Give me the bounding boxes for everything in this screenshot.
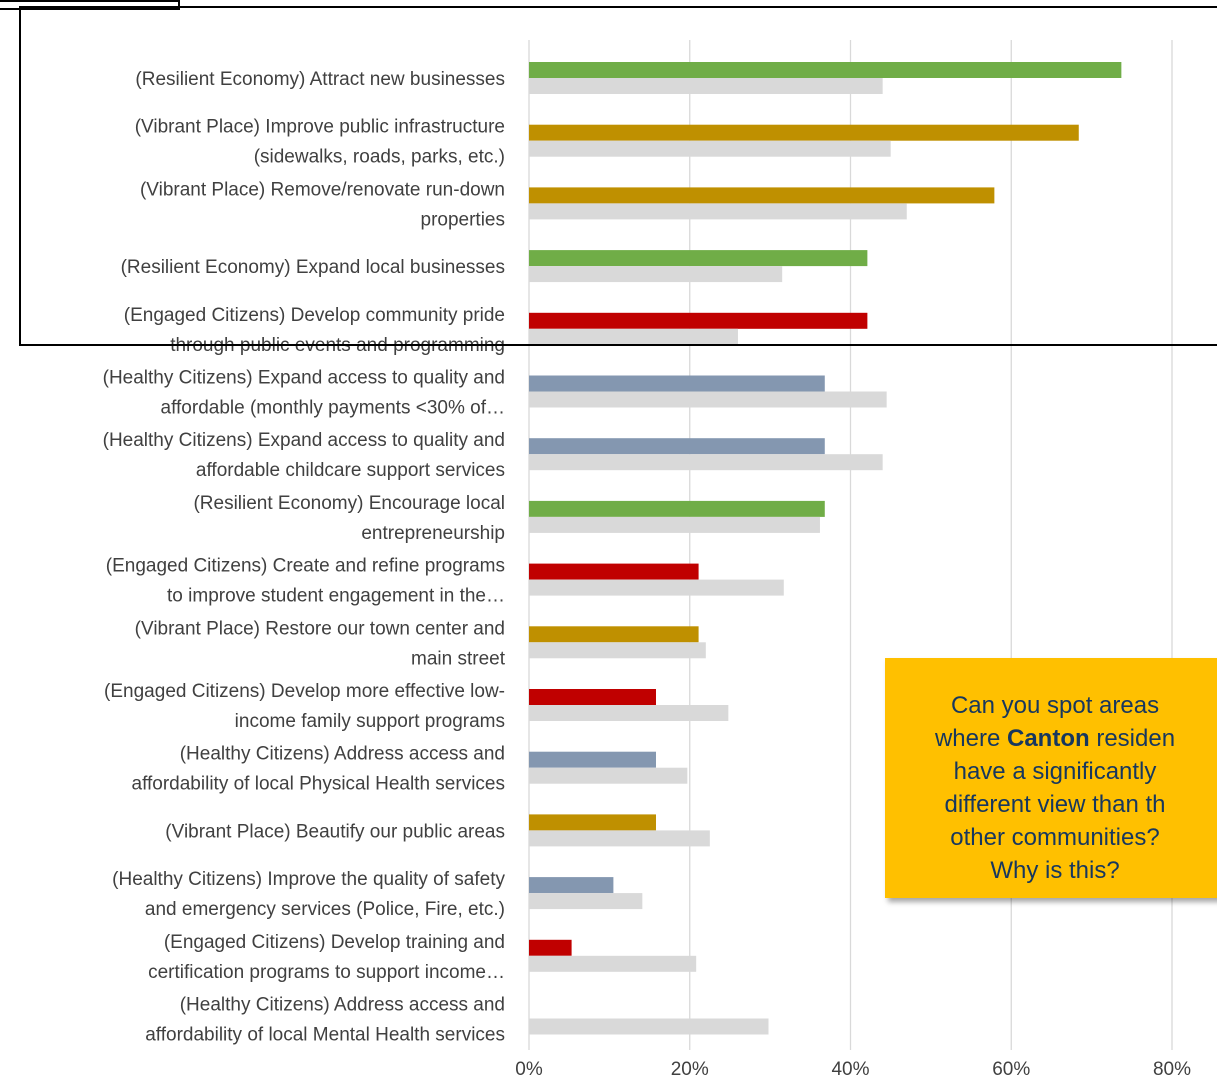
x-tick-label: 40%: [831, 1059, 869, 1080]
category-label: (Engaged Citizens) Develop more effectiv…: [104, 681, 505, 732]
category-label: (Healthy Citizens) Expand access to qual…: [103, 368, 505, 419]
callout-box: Can you spot areas where Canton residen …: [885, 658, 1217, 898]
bar-series-1: [529, 751, 656, 768]
category-label: (Vibrant Place) Remove/renovate run-down…: [140, 179, 505, 230]
category-labels: (Resilient Economy) Attract new business…: [103, 69, 506, 1046]
bar-series-2: [529, 203, 907, 220]
bars: [529, 62, 1122, 1035]
bar-series-1: [529, 250, 868, 267]
category-label: (Healthy Citizens) Address access and aff…: [132, 744, 506, 795]
bar-series-2: [529, 893, 643, 910]
category-label: (Vibrant Place) Beautify our public area…: [165, 821, 505, 842]
bar-series-2: [529, 454, 883, 471]
bar-series-1: [529, 124, 1079, 141]
category-label: (Engaged Citizens) Develop community pri…: [124, 305, 505, 356]
bar-series-2: [529, 516, 820, 533]
bar-series-2: [529, 328, 738, 345]
callout-line-6: Why is this?: [990, 857, 1120, 884]
bar-series-1: [529, 438, 825, 455]
callout-text: Can you spot areas where Canton residen …: [895, 669, 1215, 887]
top-tab-shape: [0, 0, 180, 10]
callout-line-1: Can you spot areas: [950, 692, 1160, 719]
category-label: (Vibrant Place) Restore our town center …: [135, 618, 506, 669]
callout-line-4: different view than th: [944, 791, 1166, 818]
bar-series-1: [529, 500, 825, 517]
category-label: (Healthy Citizens) Expand access to qual…: [103, 430, 505, 481]
category-label: (Engaged Citizens) Develop training and c…: [148, 932, 505, 983]
bar-series-2: [529, 705, 729, 721]
x-tick-label: 20%: [671, 1059, 709, 1080]
x-tick-labels: 0% 20% 40% 60% 80%: [515, 1059, 1191, 1080]
bar-series-1: [529, 187, 995, 204]
callout-line-2: where Canton residen: [895, 722, 1215, 755]
callout-line-2-post: residen: [1089, 725, 1176, 752]
bar-series-2: [529, 1018, 769, 1035]
bar-series-2: [529, 830, 710, 847]
bar-series-2: [529, 955, 697, 972]
category-label: (Healthy Citizens) Address access and aff…: [145, 995, 505, 1046]
bar-series-2: [529, 78, 883, 94]
bar-series-1: [529, 689, 656, 705]
x-tick-label: 60%: [992, 1059, 1030, 1080]
callout-line-3: have a significantly: [953, 758, 1157, 785]
bar-series-1: [529, 312, 868, 329]
bar-series-1: [529, 62, 1122, 78]
category-label: (Resilient Economy) Expand local busines…: [121, 257, 505, 278]
bar-series-1: [529, 939, 572, 956]
callout-line-2-pre: where: [934, 725, 1007, 752]
bar-series-2: [529, 767, 688, 784]
callout-highlight-canton: Canton: [1007, 725, 1090, 752]
category-label: (Resilient Economy) Attract new business…: [135, 69, 505, 90]
bar-series-1: [529, 877, 614, 894]
callout-line-5: other communities?: [950, 824, 1160, 851]
bar-series-2: [529, 642, 706, 659]
bar-series-1: [529, 814, 656, 831]
x-tick-label: 80%: [1153, 1059, 1191, 1080]
bar-series-2: [529, 266, 783, 283]
bar-series-1: [529, 375, 825, 392]
bar-series-2: [529, 579, 784, 596]
category-label: (Engaged Citizens) Create and refine pro…: [106, 556, 505, 607]
bar-series-2: [529, 391, 887, 408]
bar-series-1: [529, 563, 699, 580]
bar-series-1: [529, 626, 699, 643]
x-tick-label: 0%: [515, 1059, 543, 1080]
category-label: (Healthy Citizens) Improve the quality o…: [112, 869, 505, 920]
category-label: (Resilient Economy) Encourage local entre…: [193, 493, 505, 544]
category-label: (Vibrant Place) Improve public infrastru…: [135, 117, 505, 168]
bar-series-2: [529, 140, 891, 157]
